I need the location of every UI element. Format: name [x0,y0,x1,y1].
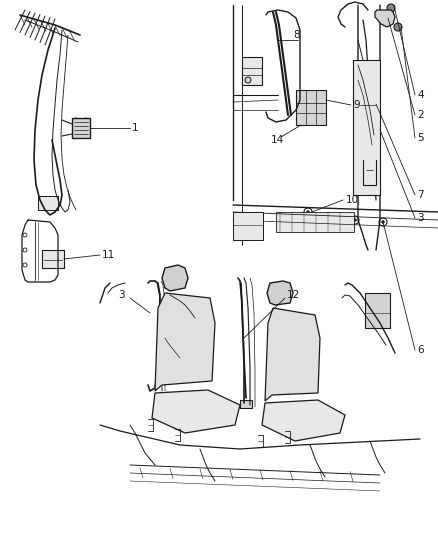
Text: 6: 6 [417,345,424,355]
Circle shape [245,77,251,83]
Polygon shape [262,400,345,441]
Circle shape [394,23,402,31]
Text: 1: 1 [132,123,138,133]
Text: 2: 2 [417,110,424,120]
Text: 9: 9 [353,100,360,110]
Text: 3: 3 [417,213,424,223]
Text: 8: 8 [293,30,300,40]
FancyBboxPatch shape [296,90,326,125]
Polygon shape [353,60,380,195]
Text: 7: 7 [417,190,424,200]
Circle shape [74,118,78,122]
Polygon shape [233,212,263,240]
Text: 14: 14 [271,135,284,145]
Ellipse shape [381,11,391,25]
Circle shape [307,211,310,214]
Text: 10: 10 [346,195,359,205]
Circle shape [353,219,357,222]
Polygon shape [162,265,188,291]
Circle shape [23,233,27,237]
Circle shape [379,218,387,226]
Text: 12: 12 [287,290,300,300]
Polygon shape [152,390,240,433]
FancyBboxPatch shape [365,293,390,328]
Circle shape [351,216,359,224]
Circle shape [23,263,27,267]
Text: 4: 4 [417,90,424,100]
Circle shape [387,4,395,12]
Circle shape [23,248,27,252]
FancyBboxPatch shape [240,400,252,408]
Circle shape [304,208,312,216]
FancyBboxPatch shape [360,93,376,115]
FancyBboxPatch shape [276,212,354,232]
Text: 11: 11 [102,250,115,260]
FancyBboxPatch shape [42,250,64,268]
Polygon shape [267,281,293,305]
Text: 3: 3 [118,290,125,300]
Polygon shape [375,10,395,27]
FancyBboxPatch shape [38,196,58,210]
Text: 5: 5 [417,133,424,143]
Polygon shape [155,293,215,391]
Polygon shape [72,118,90,138]
Polygon shape [265,308,320,401]
Circle shape [84,118,88,122]
Circle shape [381,221,385,223]
FancyBboxPatch shape [242,57,262,85]
